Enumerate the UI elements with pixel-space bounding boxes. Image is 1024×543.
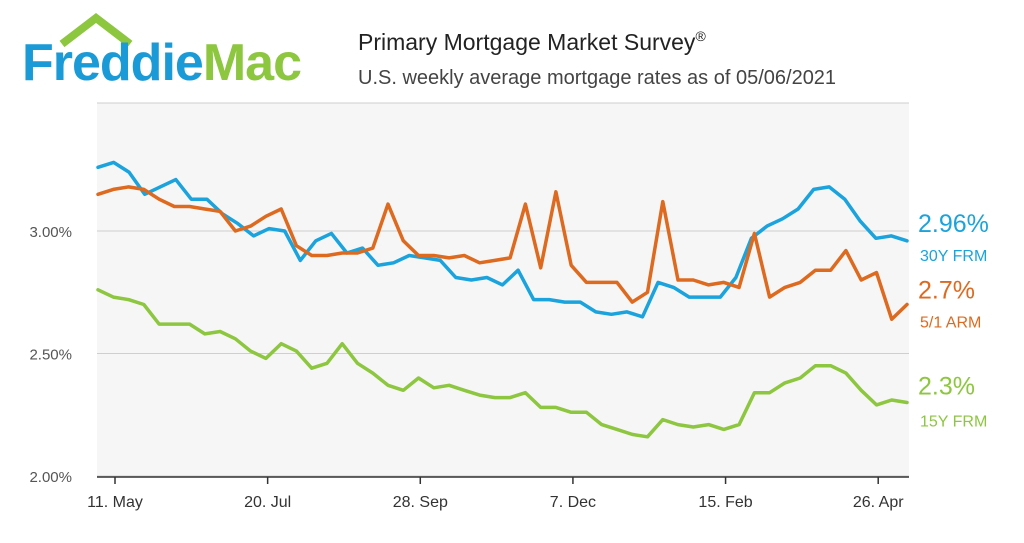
x-tick-label: 7. Dec <box>550 494 596 511</box>
x-tick-label: 28. Sep <box>393 494 448 511</box>
chart-title-text: Primary Mortgage Market Survey <box>358 29 696 55</box>
logo-text-freddie: Freddie <box>22 34 203 92</box>
y-tick-label: 2.00% <box>29 469 72 486</box>
x-tick-label: 20. Jul <box>244 494 291 511</box>
chart-title: Primary Mortgage Market Survey® <box>358 28 706 55</box>
x-tick-label: 26. Apr <box>853 494 904 511</box>
series-end-value: 2.96% <box>918 210 989 238</box>
x-tick-label: 15. Feb <box>698 494 752 511</box>
y-tick-label: 2.50% <box>29 347 72 364</box>
series-end-labels: 2.96% 30Y FRM 2.7% 5/1 ARM 2.3% 15Y FRM <box>918 210 989 431</box>
y-axis: 3.00% 2.50% 2.00% <box>29 224 72 486</box>
y-tick-label: 3.00% <box>29 224 72 241</box>
x-axis: 11. May 20. Jul 28. Sep 7. Dec 15. Feb 26. Ap… <box>87 477 909 511</box>
series-end-name: 5/1 ARM <box>920 315 981 332</box>
registered-mark: ® <box>695 28 706 44</box>
series-end-value: 2.7% <box>918 277 975 305</box>
logo-text-mac: Mac <box>203 34 301 92</box>
series-end-name: 30Y FRM <box>920 248 987 265</box>
freddie-mac-logo: FreddieMac <box>22 18 301 92</box>
plot-background <box>97 103 909 477</box>
x-tick-label: 11. May <box>87 494 143 511</box>
series-end-value: 2.3% <box>918 373 975 401</box>
series-end-name: 15Y FRM <box>920 414 987 431</box>
svg-text:FreddieMac: FreddieMac <box>22 34 301 92</box>
chart-subtitle: U.S. weekly average mortgage rates as of… <box>358 67 836 89</box>
